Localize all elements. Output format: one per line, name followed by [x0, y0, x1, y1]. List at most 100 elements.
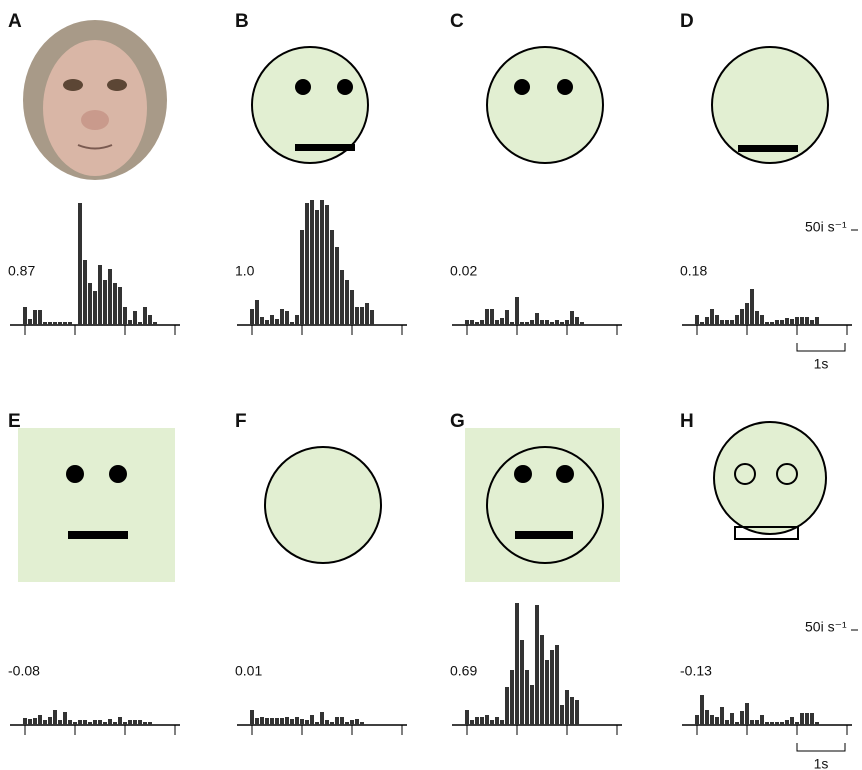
psth-bar — [485, 715, 489, 725]
psth-bar — [300, 719, 304, 725]
psth-bar — [720, 707, 724, 725]
psth-bar — [113, 722, 117, 725]
psth-bar — [805, 317, 809, 325]
psth-bar — [315, 722, 319, 725]
psth-bar — [133, 720, 137, 725]
rate-scale-label: 50i s⁻¹ — [805, 219, 847, 235]
psth-bar — [495, 320, 499, 325]
psth-bar — [108, 719, 112, 725]
psth-bar — [705, 710, 709, 725]
psth-bar — [790, 319, 794, 325]
psth-bar — [143, 722, 147, 725]
psth-bar — [290, 719, 294, 725]
psth-bar — [755, 720, 759, 725]
psth-bar — [570, 311, 574, 325]
panel-letter: B — [235, 11, 249, 32]
time-scale-label: 1s — [814, 756, 829, 770]
psth-bar — [725, 720, 729, 725]
psth-bar — [123, 307, 127, 325]
psth-bar — [695, 715, 699, 725]
psth-bar — [330, 722, 334, 725]
psth-bar — [270, 718, 274, 725]
psth-bar — [775, 320, 779, 325]
selectivity-index: 0.01 — [235, 663, 262, 679]
psth-bar — [345, 280, 349, 325]
psth-bar — [695, 315, 699, 325]
psth-bar — [320, 712, 324, 725]
psth-bar — [108, 269, 112, 325]
psth-bar — [730, 713, 734, 725]
psth-bar — [715, 717, 719, 725]
psth-bar — [345, 722, 349, 725]
psth-bar — [138, 322, 142, 325]
psth-bar — [725, 320, 729, 325]
psth-bar — [545, 320, 549, 325]
psth-bar — [475, 322, 479, 325]
psth-bar — [520, 322, 524, 325]
psth-bar — [540, 320, 544, 325]
psth-bar — [23, 307, 27, 325]
panel-letter: H — [680, 411, 694, 432]
psth-bar — [38, 310, 42, 325]
figure: A0.87B1.0C0.02D0.1850i s⁻¹1sE-0.08F0.01G… — [0, 0, 862, 770]
psth-bar — [490, 720, 494, 725]
psth-bar — [340, 717, 344, 725]
psth-bar — [53, 322, 57, 325]
psth-bar — [103, 280, 107, 325]
psth-bar — [545, 660, 549, 725]
psth-bar — [128, 720, 132, 725]
psth-bar — [355, 307, 359, 325]
psth-bar — [735, 722, 739, 725]
psth-bar — [550, 650, 554, 725]
psth-bar — [295, 717, 299, 725]
psth-bar — [550, 322, 554, 325]
psth-bar — [720, 320, 724, 325]
psth-bar — [780, 722, 784, 725]
psth-bar — [255, 718, 259, 725]
psth-bar — [485, 309, 489, 325]
psth-bar — [48, 717, 52, 725]
psth-bar — [770, 722, 774, 725]
psth-bar — [285, 717, 289, 725]
stimulus-square-e — [18, 428, 175, 582]
psth-bar — [38, 715, 42, 725]
time-scale-bar — [797, 343, 845, 351]
psth-bar — [800, 317, 804, 325]
psth-bar — [535, 605, 539, 725]
psth-bar — [350, 720, 354, 725]
psth-bar — [795, 317, 799, 325]
psth-bar — [765, 322, 769, 325]
psth-bar — [790, 717, 794, 725]
psth-bar — [83, 720, 87, 725]
psth-bar — [143, 307, 147, 325]
psth-bar — [63, 712, 67, 725]
psth-bar — [73, 722, 77, 725]
psth-bar — [495, 717, 499, 725]
psth-bar — [255, 300, 259, 325]
panel-letter: C — [450, 11, 464, 32]
psth-bar — [570, 697, 574, 725]
psth-bar — [730, 320, 734, 325]
psth-bar — [295, 315, 299, 325]
psth-bar — [93, 720, 97, 725]
psth-bar — [265, 718, 269, 725]
psth-bar — [565, 690, 569, 725]
psth-bar — [48, 322, 52, 325]
psth-bar — [93, 291, 97, 325]
psth-bar — [78, 720, 82, 725]
psth-bar — [555, 320, 559, 325]
psth-bar — [710, 309, 714, 325]
psth-bar — [770, 322, 774, 325]
psth-bar — [540, 635, 544, 725]
psth-bar — [520, 640, 524, 725]
psth-bar — [98, 720, 102, 725]
psth-bar — [805, 713, 809, 725]
psth-bar — [760, 715, 764, 725]
psth-bar — [530, 320, 534, 325]
psth-bar — [148, 315, 152, 325]
psth-bar — [103, 722, 107, 725]
rate-scale-label: 50i s⁻¹ — [805, 619, 847, 635]
psth-bar — [250, 309, 254, 325]
selectivity-index: -0.08 — [8, 663, 40, 679]
psth-bar — [260, 717, 264, 725]
